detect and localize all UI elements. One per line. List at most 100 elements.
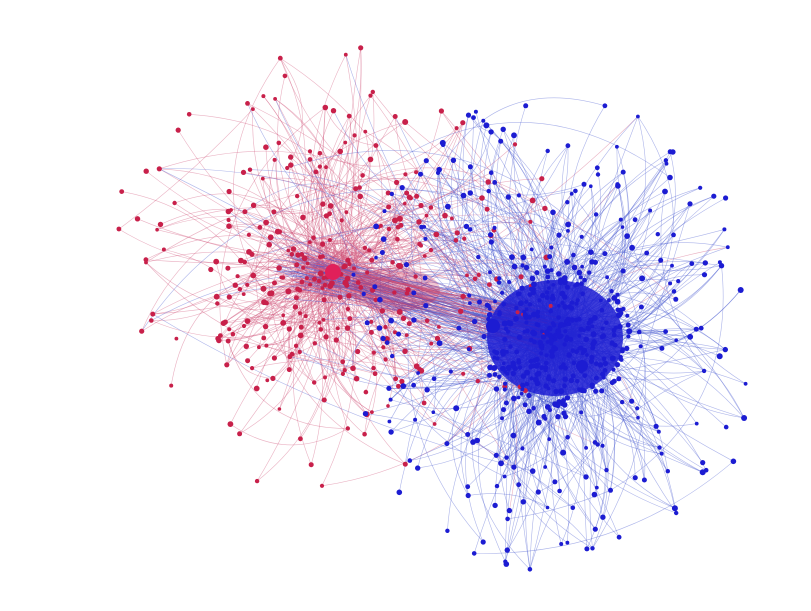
edge — [273, 187, 360, 215]
blue-node — [537, 298, 542, 303]
red-node — [392, 217, 398, 224]
blue-node — [602, 368, 608, 373]
edge — [121, 191, 242, 261]
edge — [318, 204, 422, 272]
blue-node — [544, 353, 549, 358]
blue-node — [424, 387, 430, 393]
red-node — [414, 170, 419, 175]
blue-node — [549, 268, 554, 273]
red-node — [542, 205, 548, 212]
blue-node — [502, 336, 508, 342]
red-node — [320, 254, 325, 259]
edge — [330, 205, 474, 443]
red-node — [276, 140, 282, 146]
red-node — [404, 333, 409, 337]
red-node — [367, 248, 372, 253]
edge — [555, 391, 569, 543]
red-node — [161, 247, 166, 252]
red-node — [155, 227, 159, 232]
edge — [628, 116, 674, 332]
red-node — [343, 52, 348, 57]
blue-node — [505, 364, 512, 371]
edge — [323, 107, 338, 265]
blue-node — [717, 260, 722, 265]
blue-node — [549, 295, 556, 302]
blue-node — [687, 201, 693, 207]
red-node — [529, 197, 536, 204]
blue-node — [492, 180, 498, 185]
edge — [488, 181, 677, 300]
blue-node — [556, 232, 562, 238]
edge — [258, 289, 347, 348]
edge — [343, 243, 420, 264]
blue-node — [544, 268, 551, 274]
blue-node — [492, 372, 498, 377]
red-node — [402, 119, 409, 125]
blue-node — [510, 370, 516, 377]
edge — [330, 197, 483, 261]
blue-node — [526, 392, 532, 399]
blue-node — [565, 221, 571, 228]
red-node — [297, 287, 303, 293]
red-node — [327, 203, 334, 209]
blue-node — [561, 402, 568, 408]
blue-node — [547, 437, 552, 441]
edge — [174, 192, 407, 244]
red-node — [143, 168, 149, 174]
red-node — [298, 311, 302, 316]
red-node — [394, 179, 400, 185]
blue-node — [411, 382, 416, 388]
blue-node — [549, 245, 554, 250]
edge — [156, 207, 342, 230]
blue-node — [620, 348, 625, 354]
blue-node — [562, 383, 567, 389]
blue-node — [625, 313, 630, 318]
edge — [287, 150, 606, 254]
edge — [145, 177, 489, 263]
edge — [581, 236, 612, 292]
red-node — [139, 328, 145, 334]
blue-node — [580, 350, 585, 356]
red-node — [149, 318, 154, 323]
edge — [274, 98, 335, 250]
blue-node — [638, 304, 644, 310]
edge — [298, 300, 373, 413]
red-node — [450, 216, 454, 221]
edge — [273, 211, 333, 265]
blue-node — [601, 356, 607, 362]
blue-node — [495, 356, 500, 361]
blue-node — [399, 185, 405, 191]
blue-node — [618, 310, 624, 316]
red-node — [280, 320, 287, 326]
blue-node — [700, 460, 706, 466]
blue-node — [522, 402, 528, 408]
bridge-edge — [281, 255, 511, 340]
blue-node — [563, 329, 568, 334]
blue-node — [502, 387, 507, 392]
blue-node — [599, 334, 605, 340]
red-node — [298, 324, 304, 330]
blue-node — [566, 321, 572, 327]
edge — [359, 122, 671, 188]
blue-node — [557, 488, 562, 494]
blue-node — [514, 305, 519, 311]
red-node — [307, 149, 313, 154]
edge — [326, 287, 367, 415]
blue-node — [386, 385, 392, 391]
blue-node — [604, 467, 609, 473]
red-node — [345, 306, 351, 312]
blue-node — [500, 349, 506, 355]
edge — [342, 291, 347, 374]
blue-node — [579, 281, 584, 286]
edge — [437, 172, 585, 196]
edge — [274, 98, 344, 248]
edges-layer — [118, 47, 746, 570]
edge — [302, 217, 337, 301]
red-node — [220, 320, 227, 327]
blue-node — [543, 465, 548, 469]
edge — [385, 145, 569, 328]
blue-node — [465, 432, 471, 437]
red-node — [485, 179, 491, 185]
blue-node — [530, 363, 536, 369]
red-node — [277, 55, 283, 61]
